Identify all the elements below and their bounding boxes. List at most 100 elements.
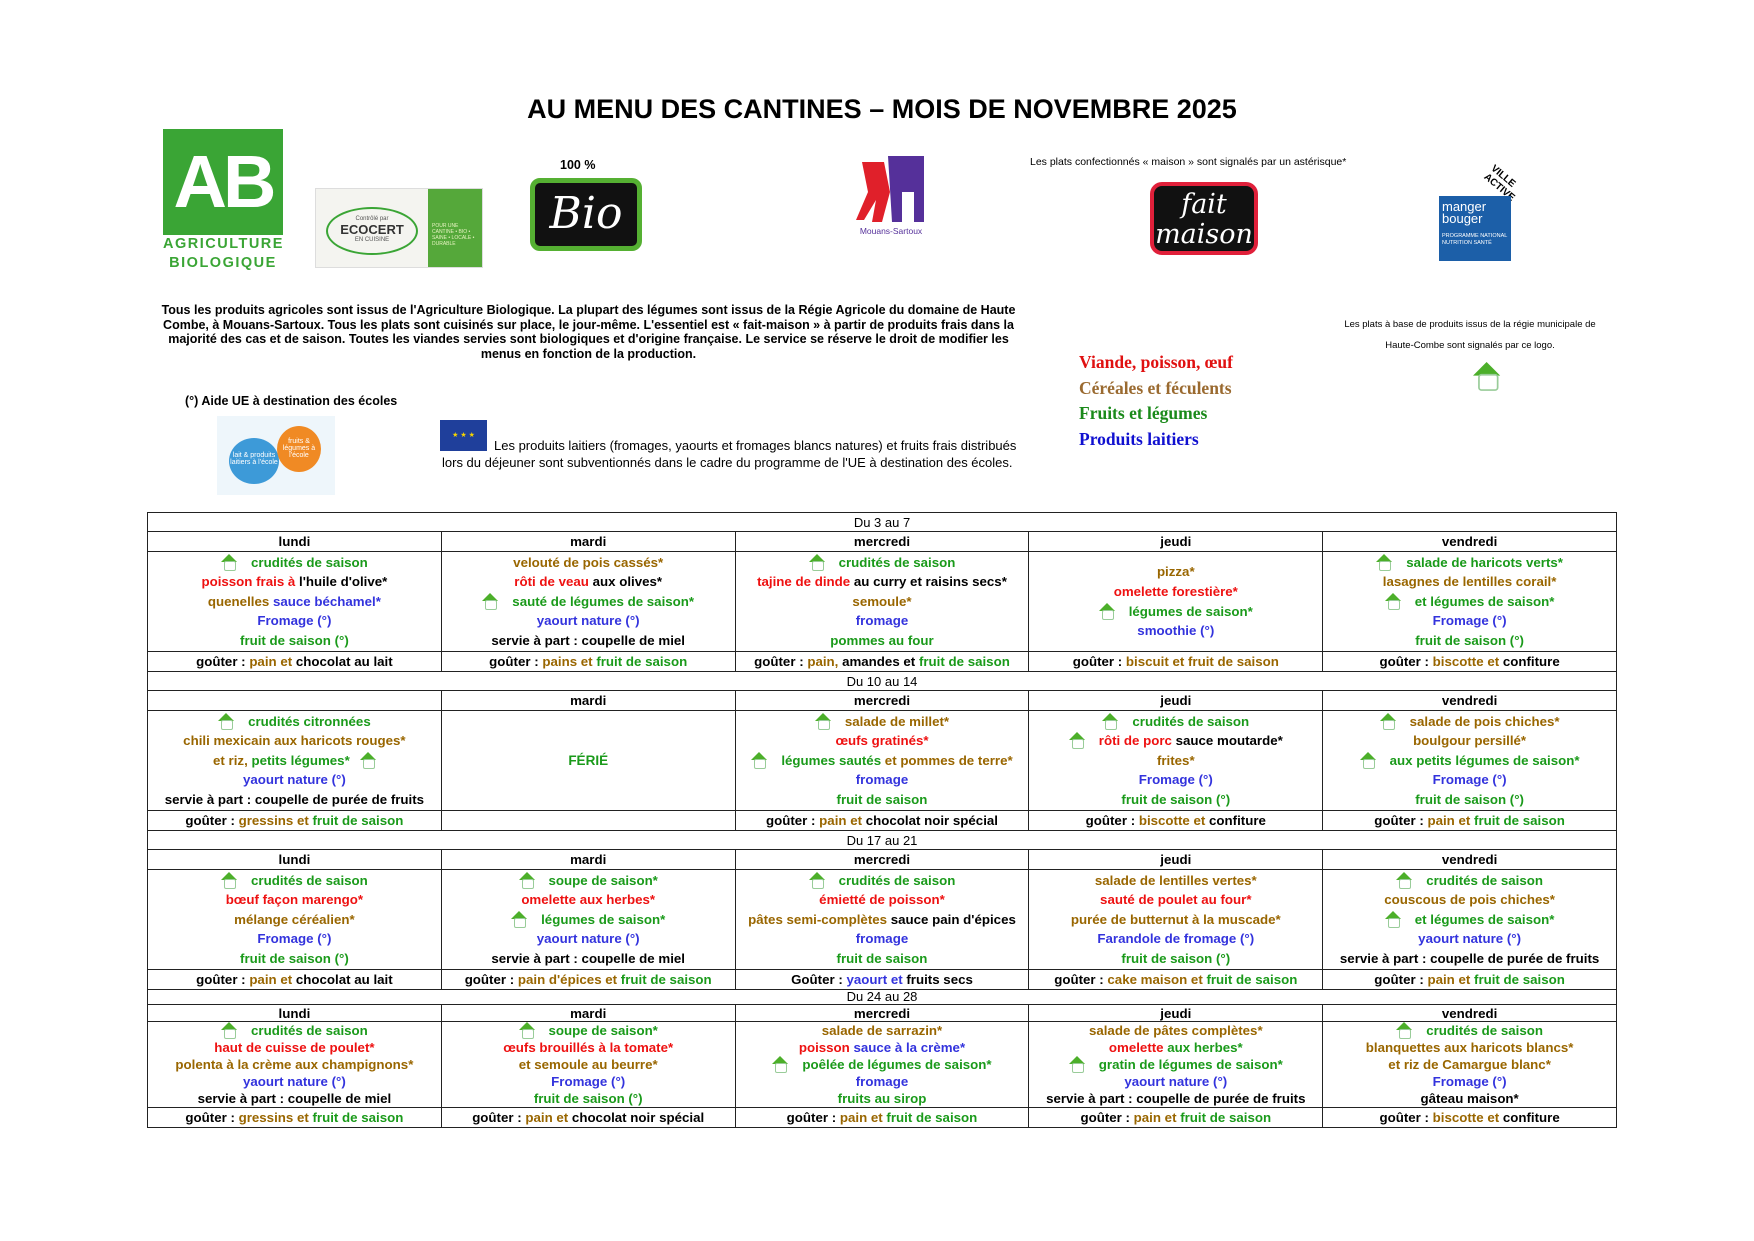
fait-maison-note: Les plats confectionnés « maison » sont …: [1030, 156, 1347, 168]
dish-text: haut de cuisse de poulet*: [214, 1040, 375, 1055]
day-name: vendredi: [1322, 849, 1617, 870]
dish-text: tajine de dinde: [757, 574, 854, 590]
dish-text: pommes au four: [830, 632, 934, 648]
dish-text: œufs brouillés à la tomate*: [503, 1040, 674, 1055]
gouter-text: chocolat noir spécial: [571, 1110, 705, 1125]
day-menu-cell: soupe de saison* œufs brouillés à la toma…: [440, 1021, 736, 1108]
day-menu-cell: velouté de pois cassés* rôti de veau aux …: [440, 551, 736, 652]
fait-maison-logo: fait maison: [1150, 182, 1258, 255]
gouter-cell: goûter : biscotte et confiture: [1028, 810, 1324, 831]
dish-text: crudités de saison: [251, 1023, 368, 1038]
gouter-text: goûter :: [472, 1110, 526, 1125]
dish-text: crudités de saison: [838, 554, 956, 570]
menu-dish: crudités de saison: [150, 553, 439, 573]
day-menu-cell: crudités de saison émietté de poisson* pât…: [734, 869, 1030, 970]
gouter-text: chocolat au lait: [295, 654, 393, 669]
menu-dish: et riz de Camargue blanc*: [1325, 1056, 1614, 1073]
menu-dish: fruit de saison (°): [1031, 949, 1320, 969]
eu-program-text: Les produits laitiers (fromages, yaourts…: [442, 438, 1017, 470]
dish-text: soupe de saison*: [548, 1023, 658, 1038]
gouter-text: pains et: [542, 654, 597, 669]
haute-combe-house-icon: [221, 871, 238, 889]
dish-text: semoule*: [852, 593, 912, 609]
gouter-cell: goûter : pain, amandes et fruit de saiso…: [734, 651, 1030, 672]
gouter-text: goûter :: [765, 813, 820, 828]
menu-dish: haut de cuisse de poulet*: [150, 1039, 439, 1056]
gouter-text: confiture: [1502, 654, 1560, 669]
day-menu-cell: crudités de saison tajine de dinde au cur…: [734, 551, 1030, 652]
day-menu-cell: pizza* omelette forestière* légumes de sai…: [1028, 551, 1324, 652]
dish-text: fruits au sirop: [837, 1091, 927, 1106]
dish-text: poisson: [798, 1040, 854, 1055]
gouter-row: goûter : gressins et fruit de saison goût…: [147, 810, 1617, 831]
legend-meat: Viande, poisson, œuf: [1079, 352, 1233, 372]
dish-text: aux petits légumes de saison*: [1389, 752, 1580, 768]
day-name: jeudi: [1028, 849, 1324, 870]
menu-dish: couscous de pois chiches*: [1325, 890, 1614, 910]
gouter-text: goûter :: [196, 654, 250, 669]
week-header-row: Du 10 au 14: [147, 671, 1617, 691]
menu-dish: servie à part : coupelle de purée de fru…: [1031, 1090, 1320, 1107]
dish-text: pâtes semi-complètes: [748, 911, 891, 927]
menu-dish: omelette aux herbes*: [1031, 1039, 1320, 1056]
menu-dish: sauté de légumes de saison*: [444, 592, 733, 612]
gouter-text: chocolat noir spécial: [865, 813, 998, 828]
menu-dish: tajine de dinde au curry et raisins secs…: [738, 572, 1027, 592]
gouter-text: goûter :: [196, 972, 250, 987]
dish-text: salade de pois chiches*: [1409, 713, 1560, 729]
dish-text: fruit de saison: [836, 950, 928, 966]
day-name: jeudi: [1028, 1004, 1324, 1022]
menu-dish: Fromage (°): [1031, 770, 1320, 790]
menu-dish: mélange céréalien*: [150, 910, 439, 930]
menu-dish: fromage: [738, 929, 1027, 949]
day-name: mardi: [440, 1004, 736, 1022]
menu-dish: Fromage (°): [1325, 611, 1614, 631]
dish-text: yaourt nature (°): [242, 772, 346, 788]
dish-text: Fromage (°): [257, 931, 332, 947]
dish-text: Fromage (°): [551, 1074, 626, 1089]
gouter-row: goûter : pain et chocolat au lait goûter …: [147, 969, 1617, 990]
day-name: mercredi: [734, 1004, 1030, 1022]
gouter-cell: Goûter : yaourt et fruits secs: [734, 969, 1030, 990]
menu-dish: œufs gratinés*: [738, 731, 1027, 751]
ecocert-sub: EN CUISINE: [354, 237, 390, 243]
day-name: vendredi: [1322, 531, 1617, 552]
menu-dish: servie à part : coupelle de miel: [150, 1090, 439, 1107]
dish-text: et riz de Camargue blanc*: [1388, 1057, 1551, 1072]
menu-dish: bœuf façon marengo*: [150, 890, 439, 910]
dish-text: omelette forestière*: [1113, 583, 1238, 599]
gouter-cell: goûter : pain et chocolat au lait: [147, 651, 442, 672]
dish-text: pizza*: [1156, 564, 1195, 580]
menu-dish: légumes de saison*: [444, 910, 733, 930]
gouter-text: pain et: [1427, 813, 1475, 828]
menu-dish: Fromage (°): [1325, 1073, 1614, 1090]
menu-dish: yaourt nature (°): [150, 770, 439, 790]
gouter-cell: goûter : biscotte et confiture: [1322, 1107, 1617, 1128]
menu-dish: fruit de saison (°): [150, 949, 439, 969]
haute-combe-house-icon: [808, 871, 825, 889]
menu-row: crudités de saison poisson frais à l'huil…: [147, 551, 1617, 652]
gouter-cell: goûter : biscuit et fruit de saison: [1028, 651, 1324, 672]
gouter-text: biscotte et: [1432, 1110, 1503, 1125]
dish-text: servie à part : coupelle de miel: [197, 1091, 392, 1106]
day-menu-cell: salade de haricots verts* lasagnes de len…: [1322, 551, 1617, 652]
menu-dish: salade de pois chiches*: [1325, 712, 1614, 732]
menu-dish: yaourt nature (°): [444, 929, 733, 949]
menu-dish: fromage: [738, 1073, 1027, 1090]
gouter-cell: goûter : pain et fruit de saison: [1322, 810, 1617, 831]
dish-text: l'huile d'olive*: [299, 574, 388, 590]
lait-ecole-text: lait & produits laitiers à l'école: [229, 438, 279, 484]
gouter-row: goûter : gressins et fruit de saison goût…: [147, 1107, 1617, 1128]
dish-text: salade de millet*: [844, 713, 950, 729]
gouter-text: fruit de saison: [596, 654, 688, 669]
menu-dish: salade de pâtes complètes*: [1031, 1022, 1320, 1039]
haute-combe-house-icon: [511, 910, 528, 928]
menu-dish: rôti de porc sauce moutarde*: [1031, 731, 1320, 751]
haute-combe-house-icon: [518, 871, 535, 889]
gouter-cell: goûter : biscotte et confiture: [1322, 651, 1617, 672]
dish-text: sauce béchamel*: [272, 593, 381, 609]
menu-dish: fruit de saison (°): [1031, 790, 1320, 810]
haute-combe-house-icon: [218, 712, 235, 730]
week-title: Du 10 au 14: [147, 671, 1617, 691]
gouter-text: cake maison et: [1107, 972, 1207, 987]
